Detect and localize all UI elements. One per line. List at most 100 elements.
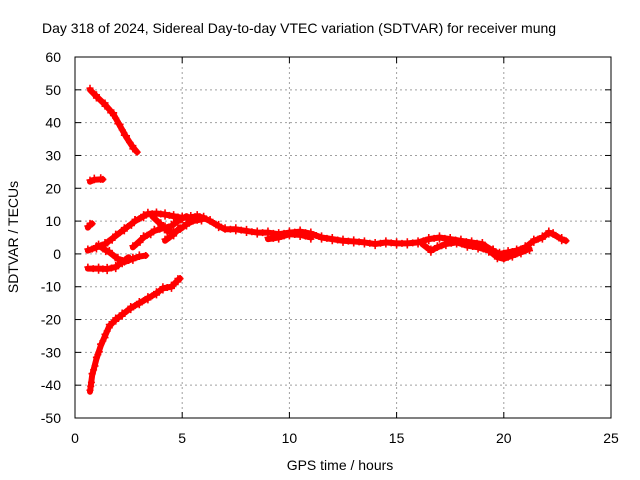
- y-tick-label: -30: [41, 344, 61, 360]
- data-point: [136, 238, 144, 246]
- data-point: [105, 247, 113, 255]
- series-track-long-main: [185, 211, 570, 258]
- data-point: [152, 288, 160, 296]
- data-point: [161, 235, 169, 243]
- data-point: [90, 366, 98, 374]
- data-point: [110, 252, 118, 260]
- data-point: [95, 240, 103, 248]
- data-point: [344, 237, 352, 245]
- data-point: [264, 227, 272, 235]
- y-tick-label: 40: [45, 115, 61, 131]
- data-point: [104, 104, 112, 112]
- data-point: [318, 232, 326, 240]
- data-point: [148, 211, 156, 219]
- series-track-4-8: [161, 224, 184, 244]
- data-point: [148, 292, 156, 300]
- data-point: [259, 229, 267, 237]
- data-point: [112, 314, 120, 322]
- data-point: [118, 126, 126, 134]
- data-point: [446, 234, 454, 242]
- data-point: [129, 142, 137, 150]
- data-point: [116, 229, 124, 237]
- data-point: [468, 237, 476, 245]
- data-point: [112, 261, 120, 269]
- data-point: [97, 96, 105, 104]
- y-tick-label: 0: [53, 246, 61, 262]
- x-tick-label: 10: [282, 430, 298, 446]
- data-point: [157, 210, 165, 218]
- data-point: [122, 307, 130, 315]
- data-point: [163, 225, 171, 233]
- data-point: [328, 234, 336, 242]
- data-point: [115, 313, 123, 321]
- data-point: [135, 215, 143, 223]
- data-point: [171, 220, 179, 228]
- data-point: [558, 234, 566, 242]
- data-point: [95, 348, 103, 356]
- data-point: [131, 302, 139, 310]
- y-tick-label: -20: [41, 312, 61, 328]
- data-point: [200, 212, 208, 220]
- data-point: [144, 208, 152, 216]
- data-point: [243, 225, 251, 233]
- data-point: [427, 245, 435, 253]
- chart-title: Day 318 of 2024, Sidereal Day-to-day VTE…: [42, 20, 556, 36]
- data-point: [131, 215, 139, 223]
- data-point: [387, 239, 395, 247]
- series-track-1620: [418, 237, 534, 263]
- data-point: [102, 248, 110, 256]
- series-track-22: [86, 174, 107, 185]
- x-tick-label: 15: [389, 430, 405, 446]
- data-point: [115, 261, 123, 269]
- data-point: [291, 231, 299, 239]
- data-point: [474, 242, 482, 250]
- data-point: [152, 216, 160, 224]
- data-point: [409, 239, 417, 247]
- data-point: [526, 247, 534, 255]
- data-point: [118, 309, 126, 317]
- series-track: [185, 213, 569, 257]
- x-tick-label: 20: [496, 430, 512, 446]
- data-point: [253, 227, 261, 235]
- data-point: [382, 237, 390, 245]
- data-point: [126, 138, 134, 146]
- data-point: [101, 238, 109, 246]
- data-point: [121, 256, 129, 264]
- data-point: [285, 229, 293, 237]
- data-point: [88, 370, 96, 378]
- data-point: [129, 242, 137, 250]
- data-point: [144, 293, 152, 301]
- data-point: [423, 243, 431, 251]
- data-point: [167, 220, 175, 228]
- y-tick-label: -10: [41, 279, 61, 295]
- data-point: [108, 236, 116, 244]
- data-point: [174, 215, 182, 223]
- data-point: [157, 219, 165, 227]
- axis-ticks: 0 5 10 15 20 25 -50 -40 -30 -20 -10 0 10 20 30 40 50 60: [41, 49, 619, 446]
- data-point: [135, 298, 143, 306]
- data-point: [118, 257, 126, 265]
- series-track-minus4: [84, 254, 133, 275]
- data-point: [193, 211, 201, 219]
- data-point: [489, 250, 497, 258]
- data-point: [127, 302, 135, 310]
- data-point: [210, 220, 218, 228]
- data-point: [99, 175, 107, 183]
- data-point: [120, 224, 128, 232]
- x-tick-label: 25: [603, 430, 619, 446]
- data-point: [92, 91, 100, 99]
- data-point: [112, 230, 120, 238]
- data-point: [355, 238, 363, 246]
- y-tick-label: 20: [45, 180, 61, 196]
- data-point: [339, 235, 347, 243]
- x-axis-label: GPS time / hours: [287, 457, 394, 473]
- data-point: [90, 174, 98, 182]
- data-point: [88, 220, 96, 228]
- series-track-8: [84, 219, 96, 231]
- data-point: [152, 208, 160, 216]
- data-point: [453, 237, 461, 245]
- data-point: [116, 120, 124, 128]
- data-point: [105, 237, 113, 245]
- data-point: [176, 275, 184, 283]
